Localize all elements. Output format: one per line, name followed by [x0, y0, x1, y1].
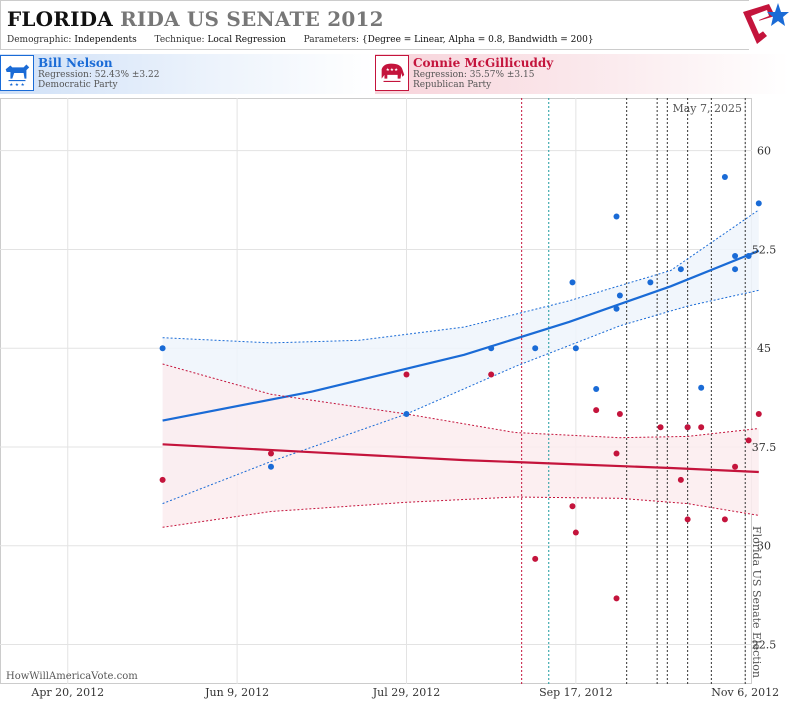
mcgillicuddy-poll-point	[569, 503, 576, 510]
nelson-poll-point	[721, 174, 728, 181]
svg-text:★ ★ ★: ★ ★ ★	[9, 82, 25, 88]
y-tick-label: 45	[757, 342, 771, 355]
x-tick-label: Sep 17, 2012	[539, 686, 613, 699]
nelson-poll-point	[677, 266, 684, 273]
democrat-party: Democratic Party	[38, 80, 118, 90]
nelson-poll-point	[732, 266, 739, 273]
demographic-value: Independents	[74, 35, 137, 45]
mcgillicuddy-poll-point	[267, 450, 274, 457]
y-tick-label: 37.5	[752, 441, 777, 454]
nelson-upper-bound	[162, 209, 760, 344]
elephant-icon: ★★★	[375, 55, 409, 91]
parameters-value: {Degree = Linear, Alpha = 0.8, Bandwidth…	[361, 35, 594, 45]
election-label: Florida US Senate Election	[750, 526, 763, 678]
republican-party: Republican Party	[413, 80, 492, 90]
parameters-line: Demographic: Independents Technique: Loc…	[7, 35, 594, 45]
nelson-poll-point	[403, 411, 410, 418]
title-rest: RIDA US SENATE 2012	[120, 7, 384, 31]
poll-chart: 22.5 30 37.5 45 52.5 60 Apr 20, 2012 Jun 9, 201…	[0, 98, 779, 699]
demographic-label: Demographic:	[7, 35, 72, 45]
parameters-label: Parameters:	[303, 35, 360, 45]
nelson-poll-point	[267, 463, 274, 470]
mcgillicuddy-poll-point	[616, 411, 623, 418]
mcgillicuddy-poll-point	[403, 371, 410, 378]
y-tick-label: 30	[757, 540, 771, 553]
candidate-bar: ★ ★ ★ Bill Nelson Regression: 52.43% ±3.…	[0, 54, 789, 94]
mcgillicuddy-confidence-band	[162, 364, 759, 528]
candidate-democrat: ★ ★ ★ Bill Nelson Regression: 52.43% ±3.…	[0, 54, 375, 94]
y-tick-label: 60	[757, 145, 771, 158]
mcgillicuddy-poll-point	[721, 516, 728, 523]
x-tick-label: Nov 6, 2012	[711, 686, 779, 699]
mcgillicuddy-lower-bound	[162, 496, 759, 528]
date-label: May 7, 2025	[672, 102, 742, 115]
candidate-republican: ★★★ Connie McGillicuddy Regression: 35.5…	[375, 54, 789, 94]
title-state: FLORIDA	[7, 7, 113, 31]
mcgillicuddy-poll-point	[755, 411, 762, 418]
mcgillicuddy-poll-point	[593, 407, 600, 414]
republican-regression: Regression: 35.57% ±3.15	[413, 70, 535, 80]
nelson-poll-point	[755, 200, 762, 207]
mcgillicuddy-poll-point	[684, 424, 691, 431]
site-logo-icon[interactable]	[731, 0, 789, 50]
mcgillicuddy-poll-point	[684, 516, 691, 523]
nelson-poll-point	[745, 253, 752, 260]
mcgillicuddy-trend-line	[162, 443, 759, 474]
nelson-poll-point	[593, 386, 600, 393]
watermark: HowWillAmericaVote.com	[6, 671, 138, 682]
republican-name: Connie McGillicuddy	[413, 56, 554, 70]
chart-area: 22.5 30 37.5 45 52.5 60 Apr 20, 2012 Jun 9, 201…	[0, 98, 789, 704]
nelson-poll-point	[569, 279, 576, 286]
mcgillicuddy-poll-point	[159, 476, 166, 483]
technique-label: Technique:	[154, 35, 205, 45]
nelson-lower-bound	[162, 289, 759, 505]
nelson-poll-point	[572, 345, 579, 352]
x-tick-label: Jul 29, 2012	[372, 686, 441, 699]
nelson-poll-point	[698, 384, 705, 391]
mcgillicuddy-poll-point	[613, 450, 620, 457]
mcgillicuddy-poll-point	[745, 437, 752, 444]
nelson-poll-point	[647, 279, 654, 286]
mcgillicuddy-poll-point	[732, 463, 739, 470]
title-bar: FLORIDA RIDA US SENATE 2012 Demographic:…	[0, 0, 749, 50]
nelson-poll-point	[616, 292, 623, 299]
mcgillicuddy-poll-point	[613, 595, 620, 602]
nelson-poll-point	[488, 345, 495, 352]
y-tick-label: 22.5	[752, 638, 777, 651]
democrat-regression: Regression: 52.43% ±3.22	[38, 70, 160, 80]
page-title: FLORIDA RIDA US SENATE 2012	[7, 7, 384, 31]
nelson-poll-point	[732, 253, 739, 260]
democrat-name: Bill Nelson	[38, 56, 113, 70]
mcgillicuddy-poll-point	[698, 424, 705, 431]
mcgillicuddy-upper-bound	[162, 363, 759, 439]
mcgillicuddy-poll-point	[532, 555, 539, 562]
svg-text:★★★: ★★★	[386, 67, 399, 73]
y-tick-label: 52.5	[752, 243, 777, 256]
mcgillicuddy-poll-point	[488, 371, 495, 378]
x-tick-label: Apr 20, 2012	[30, 686, 104, 699]
technique-value: Local Regression	[207, 35, 286, 45]
donkey-icon: ★ ★ ★	[0, 55, 34, 91]
mcgillicuddy-poll-point	[657, 424, 664, 431]
mcgillicuddy-poll-point	[677, 476, 684, 483]
x-tick-label: Jun 9, 2012	[204, 686, 269, 699]
nelson-poll-point	[613, 305, 620, 312]
nelson-poll-point	[159, 345, 166, 352]
mcgillicuddy-poll-point	[572, 529, 579, 536]
nelson-poll-point	[613, 213, 620, 220]
nelson-poll-point	[532, 345, 539, 352]
